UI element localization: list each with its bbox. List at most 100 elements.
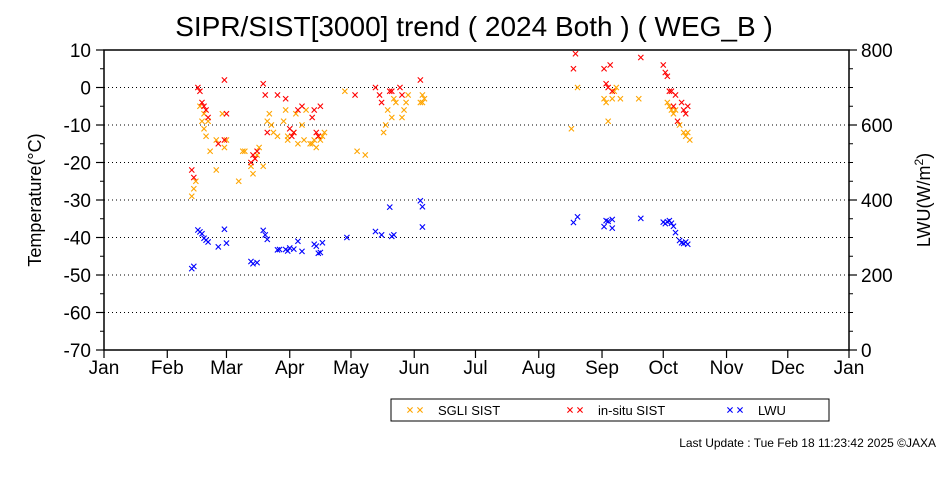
in-situ-sist-point (260, 80, 267, 87)
sgli-sist-point (617, 95, 624, 102)
lwu-point (254, 259, 261, 266)
x-tick-label: Aug (522, 358, 556, 379)
in-situ-sist-point (203, 107, 210, 113)
sgli-sist-point (341, 88, 348, 95)
in-situ-sist-point (684, 103, 691, 110)
y-tick-label: 10 (70, 41, 91, 62)
y2-tick-label: 800 (861, 41, 893, 62)
lwu-point (205, 239, 212, 245)
in-situ-sist-point (376, 92, 383, 98)
y2-tick-label: 600 (861, 116, 893, 137)
in-situ-sist-point (678, 99, 685, 106)
lwu-point (190, 263, 197, 270)
in-situ-sist-point (670, 103, 677, 110)
sgli-sist-point (274, 133, 281, 140)
in-situ-sist-point (664, 73, 671, 80)
x-tick-label: Apr (275, 358, 305, 379)
in-situ-sist-point (196, 88, 203, 95)
lwu-point (276, 246, 283, 253)
x-tick-label: Jul (463, 358, 487, 379)
lwu-point (637, 215, 644, 222)
legend-label: LWU (758, 403, 786, 418)
sgli-sist-point (574, 84, 581, 91)
sgli-sist-point (421, 95, 428, 102)
legend-label: in-situ SIST (598, 403, 665, 418)
x-tick-label: Jan (834, 358, 865, 379)
sgli-sist-point (635, 95, 642, 102)
sgli-sist-point (250, 170, 256, 177)
lwu-point (417, 197, 424, 204)
sgli-sist-point (392, 99, 399, 106)
in-situ-sist-point (198, 99, 205, 106)
sgli-sist-point (321, 129, 328, 136)
in-situ-sist-point (637, 54, 644, 61)
in-situ-sist-point (221, 77, 228, 83)
in-situ-sist-point (572, 50, 579, 57)
sgli-sist-point (686, 137, 693, 143)
in-situ-sist-point (223, 110, 230, 117)
sgli-sist-point (223, 137, 230, 143)
in-situ-sist-point (672, 92, 679, 98)
sgli-sist-point (603, 99, 610, 106)
lwu-point (601, 223, 608, 230)
lwu-point (290, 246, 297, 253)
sgli-sist-point (301, 137, 308, 143)
lwu-point (284, 248, 291, 254)
lwu-point (605, 218, 612, 225)
lwu-point (419, 224, 426, 230)
lwu-point (670, 223, 677, 230)
in-situ-sist-point (417, 77, 424, 83)
in-situ-sist-point (317, 103, 324, 110)
chart-title: SIPR/SIST[3000] trend ( 2024 Both ) ( WE… (175, 11, 773, 42)
sgli-sist-point (568, 125, 575, 132)
y-tick-label: -20 (64, 154, 91, 175)
sgli-sist-point (213, 137, 220, 143)
in-situ-sist-point (660, 62, 667, 68)
lwu-point (221, 226, 228, 233)
in-situ-sist-point (288, 133, 295, 140)
in-situ-sist-point (386, 88, 393, 95)
in-situ-sist-point (666, 88, 673, 95)
sgli-sist-point (670, 110, 677, 117)
y2-tick-label: 200 (861, 266, 893, 287)
sgli-sist-point (601, 95, 608, 102)
lwu-point (672, 229, 679, 236)
lwu-point (215, 243, 222, 250)
lwu-point (198, 230, 205, 237)
sgli-sist-point (235, 178, 242, 185)
y2-tick-label: 400 (861, 191, 893, 212)
legend-marker (737, 407, 743, 413)
legend-marker (727, 407, 733, 413)
sgli-sist-point (213, 167, 220, 173)
in-situ-sist-point (603, 80, 610, 87)
in-situ-sist-point (313, 129, 320, 136)
sgli-sist-point (239, 148, 246, 155)
sgli-sist-point (298, 122, 305, 128)
lwu-point (668, 220, 675, 227)
lwu-point (286, 245, 293, 251)
in-situ-sist-point (274, 92, 281, 98)
gridlines (104, 87, 849, 313)
lwu-point (684, 241, 691, 248)
in-situ-sist-point (662, 69, 669, 76)
y-tick-label: -40 (64, 229, 91, 250)
in-situ-sist-point (188, 167, 195, 173)
sgli-sist-point (190, 185, 197, 192)
sgli-sist-point (664, 99, 671, 106)
sgli-sist-point (241, 148, 248, 155)
legend-marker (407, 407, 413, 413)
sgli-sist-point (684, 129, 691, 136)
in-situ-sist-point (372, 84, 379, 91)
in-situ-sist-point (215, 140, 222, 147)
x-tick-label: Dec (771, 358, 805, 379)
in-situ-sist-point (254, 148, 261, 155)
sgli-sist-point (405, 92, 412, 98)
in-situ-sist-point (205, 114, 212, 121)
legend-label: SGLI SIST (438, 403, 500, 418)
in-situ-sist-point (221, 137, 228, 143)
in-situ-sist-point (388, 88, 395, 95)
sgli-sist-point (268, 122, 275, 128)
sgli-sist-point (266, 110, 273, 117)
y2-axis-label: LWU(W/m2) (912, 153, 934, 247)
